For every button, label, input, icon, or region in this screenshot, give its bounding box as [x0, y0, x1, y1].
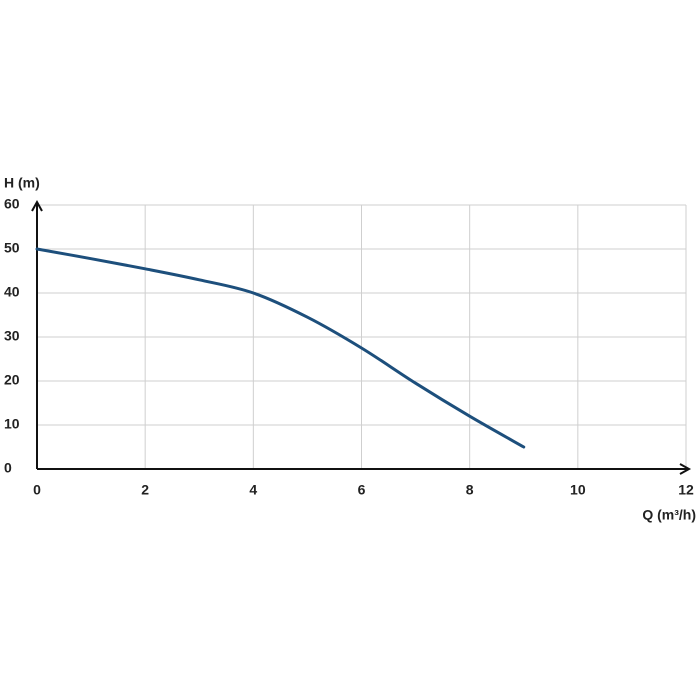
y-tick-label: 30 — [4, 328, 20, 344]
y-tick-label: 60 — [4, 196, 20, 212]
x-tick-label: 0 — [33, 482, 41, 498]
x-axis-arrow — [679, 463, 692, 475]
y-tick-label: 0 — [4, 460, 12, 476]
y-tick-label: 50 — [4, 240, 20, 256]
x-tick-label: 2 — [141, 482, 149, 498]
y-axis-arrow — [31, 199, 43, 212]
x-tick-label: 4 — [249, 482, 257, 498]
y-tick-label: 10 — [4, 416, 20, 432]
x-tick-label: 10 — [570, 482, 586, 498]
x-tick-label: 8 — [466, 482, 474, 498]
curve — [35, 247, 526, 449]
x-axis-label: Q (m³/h) — [642, 507, 696, 523]
x-tick-label: 12 — [678, 482, 694, 498]
y-tick-label: 20 — [4, 372, 20, 388]
y-axis-label: H (m) — [4, 175, 40, 191]
x-tick-label: 6 — [358, 482, 366, 498]
y-tick-label: 40 — [4, 284, 20, 300]
